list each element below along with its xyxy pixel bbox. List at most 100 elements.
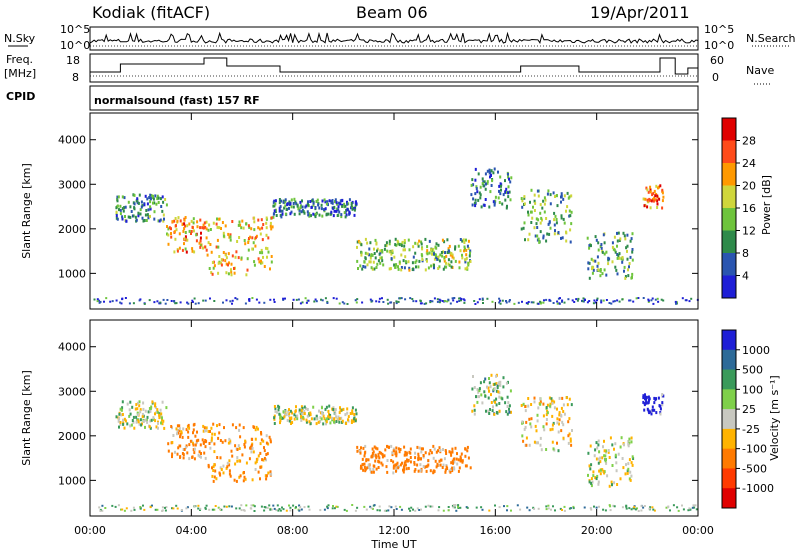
- echo-cell: [296, 203, 299, 207]
- echo-cell: [454, 247, 456, 251]
- echo-cell: [371, 267, 374, 271]
- echo-cell: [261, 261, 264, 265]
- echo-cell: [630, 461, 633, 465]
- noise-cell: [326, 300, 329, 303]
- echo-cell: [599, 268, 602, 271]
- noise-cell: [120, 508, 122, 511]
- echo-cell: [159, 218, 162, 222]
- echo-cell: [449, 470, 452, 474]
- echo-cell: [195, 439, 198, 443]
- noise-cell: [652, 302, 655, 305]
- noise-cell: [640, 505, 643, 508]
- echo-cell: [329, 421, 332, 425]
- echo-cell: [643, 408, 646, 412]
- echo-cell: [330, 201, 333, 205]
- noise-cell: [456, 300, 459, 303]
- noise-cell: [651, 506, 654, 509]
- echo-cell: [439, 449, 442, 452]
- noise-cell: [281, 506, 283, 509]
- echo-cell: [247, 238, 250, 242]
- noise-cell: [197, 507, 200, 510]
- echo-cell: [267, 471, 270, 475]
- echo-cell: [235, 479, 238, 483]
- echo-cell: [587, 451, 590, 455]
- echo-cell: [388, 239, 391, 243]
- echo-cell: [477, 172, 480, 176]
- echo-cell: [413, 461, 416, 464]
- noise-cell: [414, 509, 417, 512]
- echo-cell: [592, 470, 595, 474]
- echo-cell: [596, 446, 599, 450]
- noise-cell: [505, 301, 508, 304]
- echo-cell: [374, 453, 377, 457]
- echo-cell: [488, 377, 490, 380]
- echo-cell: [459, 455, 462, 459]
- noise-cell: [191, 299, 194, 302]
- echo-cell: [259, 477, 261, 481]
- noise-cell: [193, 297, 196, 300]
- echo-cell: [145, 419, 148, 422]
- noise-cell: [632, 507, 635, 510]
- echo-cell: [202, 429, 205, 433]
- echo-cell: [161, 209, 164, 213]
- echo-cell: [552, 191, 555, 195]
- echo-cell: [594, 448, 597, 452]
- noise-cell: [439, 299, 442, 302]
- echo-cell: [646, 198, 649, 202]
- echo-cell: [284, 413, 287, 417]
- echo-cell: [142, 401, 145, 405]
- echo-cell: [290, 417, 293, 421]
- echo-cell: [592, 265, 595, 269]
- echo-cell: [181, 248, 184, 252]
- echo-cell: [591, 480, 594, 484]
- echo-cell: [210, 438, 213, 442]
- echo-cell: [314, 206, 317, 209]
- noise-cell: [692, 504, 695, 507]
- echo-cell: [174, 237, 177, 241]
- echo-cell: [467, 239, 470, 243]
- echo-cell: [474, 167, 477, 171]
- echo-cell: [127, 200, 130, 204]
- echo-cell: [347, 415, 350, 419]
- echo-cell: [163, 217, 165, 221]
- echo-cell: [489, 171, 492, 175]
- echo-cell: [567, 196, 570, 200]
- echo-cell: [452, 458, 455, 461]
- echo-cell: [598, 450, 601, 454]
- echo-cell: [247, 248, 250, 252]
- echo-cell: [229, 474, 232, 478]
- echo-cell: [337, 205, 340, 209]
- echo-cell: [537, 237, 540, 241]
- echo-cell: [318, 206, 321, 210]
- echo-cell: [603, 268, 606, 272]
- echo-cell: [211, 474, 214, 478]
- echo-cell: [466, 449, 469, 453]
- echo-cell: [372, 260, 375, 264]
- echo-cell: [369, 260, 372, 264]
- echo-cell: [447, 262, 450, 266]
- noise-cell: [255, 298, 258, 301]
- echo-cell: [116, 217, 119, 221]
- noise-cell: [595, 506, 598, 509]
- echo-cell: [135, 218, 138, 222]
- echo-cell: [451, 253, 454, 257]
- echo-cell: [446, 467, 449, 470]
- noise-cell: [494, 504, 496, 507]
- echo-cell: [373, 252, 376, 255]
- echo-cell: [224, 253, 227, 257]
- noise-cell: [204, 506, 207, 509]
- echo-cell: [138, 193, 141, 197]
- echo-cell: [273, 209, 276, 213]
- echo-cell: [345, 213, 348, 217]
- echo-cell: [493, 382, 496, 386]
- echo-cell: [147, 208, 150, 212]
- echo-cell: [474, 198, 477, 202]
- noise-cell: [563, 505, 566, 508]
- echo-cell: [182, 427, 185, 431]
- echo-cell: [561, 396, 564, 400]
- noise-cell: [457, 504, 460, 507]
- echo-cell: [426, 245, 429, 249]
- echo-cell: [200, 455, 202, 459]
- noise-cell: [298, 509, 301, 512]
- echo-cell: [629, 239, 632, 243]
